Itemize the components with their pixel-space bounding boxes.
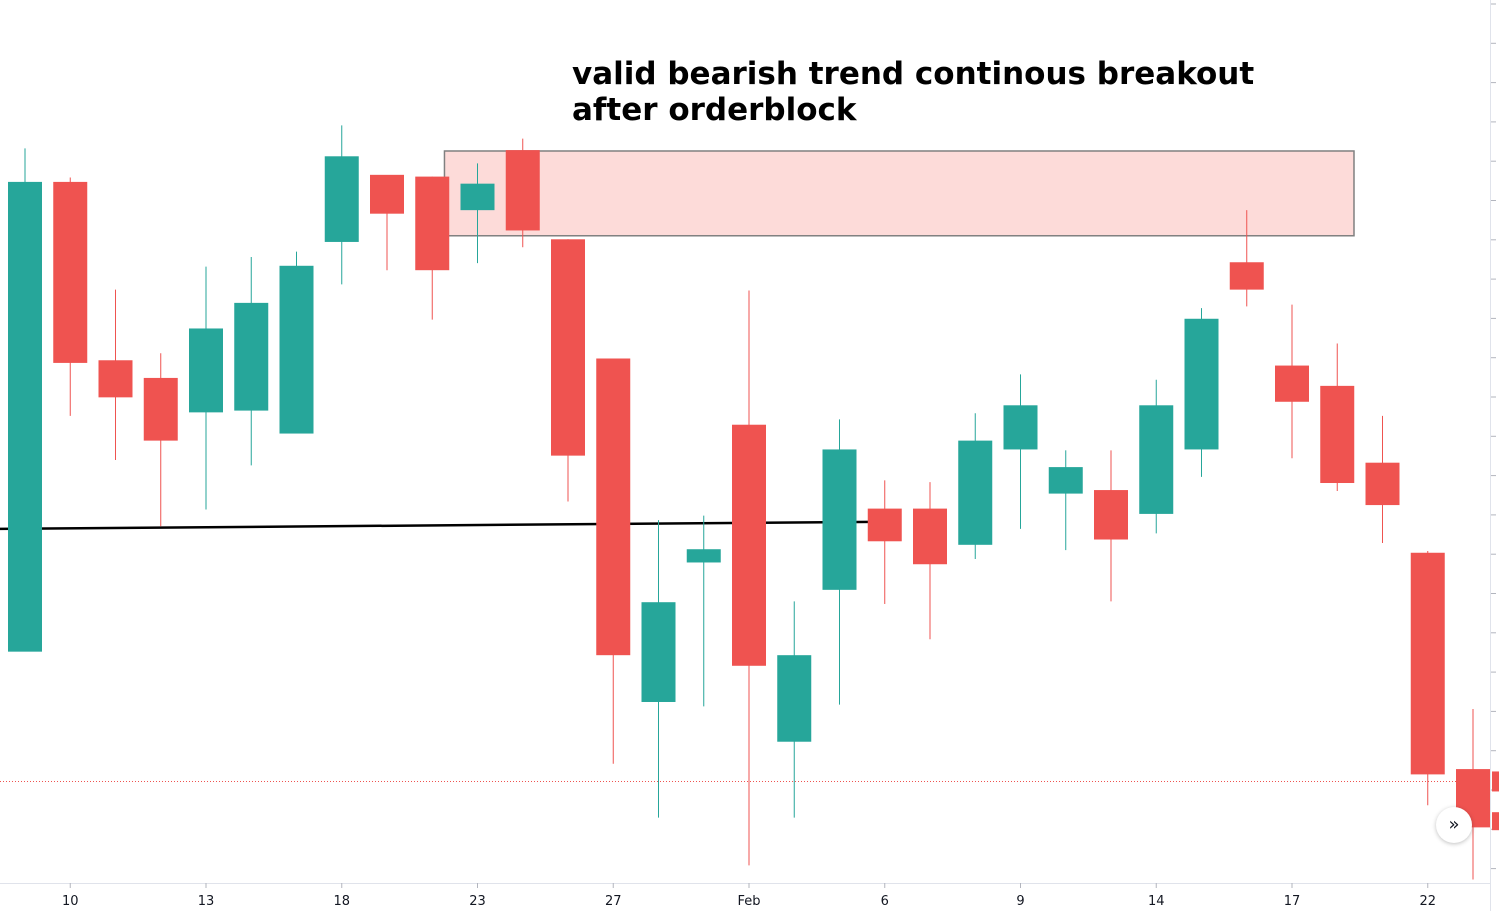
candle [777, 601, 811, 817]
candle [1320, 343, 1354, 490]
x-tick-label: 23 [469, 894, 486, 909]
candle [280, 252, 314, 434]
candle [551, 239, 585, 501]
candle-body [958, 441, 992, 545]
candle-body [868, 509, 902, 542]
candle-body [732, 425, 766, 666]
double-chevron-right-icon: » [1448, 816, 1459, 834]
candle [1049, 450, 1083, 550]
time-axis: 10 13 18 23 27 Feb 6 9 14 17 22 [0, 883, 1490, 909]
candle [596, 358, 630, 763]
orderblock-zone [444, 151, 1354, 236]
price-label-stub [1492, 771, 1499, 791]
candle [1456, 709, 1490, 879]
annotation-line-1: valid bearish trend continous breakout [572, 57, 1254, 92]
annotation-line-2: after orderblock [572, 93, 857, 128]
candle-body [1411, 553, 1445, 775]
candle-body [234, 303, 268, 411]
candle [1275, 305, 1309, 459]
candle-body [551, 239, 585, 455]
candle-body [415, 177, 449, 271]
candle-body [823, 449, 857, 589]
candle-body [280, 266, 314, 434]
candle-body [687, 549, 721, 562]
candle-body [913, 509, 947, 565]
candle-body [777, 655, 811, 742]
candle [687, 516, 721, 707]
candle [325, 125, 359, 284]
candle [415, 177, 449, 320]
x-tick-label: 22 [1419, 894, 1436, 909]
candle [823, 419, 857, 704]
candle-body [1139, 405, 1173, 514]
candle [189, 267, 223, 510]
candle [1094, 450, 1128, 601]
candle-body [642, 602, 676, 702]
orderblock-zone-layer [444, 151, 1354, 236]
candle-body [1185, 319, 1219, 450]
candle-body [1049, 467, 1083, 493]
candle-body [1320, 386, 1354, 483]
x-tick-label: 18 [333, 894, 350, 909]
price-label-stub [1492, 812, 1499, 830]
x-tick-label: 17 [1284, 894, 1301, 909]
candle-body [99, 360, 133, 397]
candle-body [1094, 490, 1128, 539]
x-tick-label: 14 [1148, 894, 1165, 909]
candle-body [1275, 366, 1309, 402]
candle [1411, 551, 1445, 805]
candle-body [189, 328, 223, 412]
candle [234, 257, 268, 465]
x-tick-label: 10 [62, 894, 79, 909]
scroll-to-realtime-button[interactable]: » [1436, 807, 1472, 843]
candle [144, 353, 178, 526]
candle-body [144, 378, 178, 441]
candle-body [461, 184, 495, 210]
candle-body [370, 175, 404, 214]
price-scale [1491, 0, 1499, 911]
candle-body [1230, 262, 1264, 289]
candle [732, 291, 766, 866]
candle [868, 480, 902, 604]
candle [642, 520, 676, 818]
candle-body [53, 182, 87, 363]
x-tick-label: 6 [881, 894, 889, 909]
x-tick-label: 9 [1016, 894, 1024, 909]
candles-layer [8, 125, 1490, 879]
x-tick-label: 27 [605, 894, 622, 909]
candle [1366, 416, 1400, 543]
candle [1004, 374, 1038, 529]
candle [99, 290, 133, 460]
candle-body [1004, 405, 1038, 449]
candle [370, 175, 404, 270]
candle [958, 413, 992, 559]
candle-body [8, 182, 42, 652]
candle-body [506, 150, 540, 230]
candle-body [596, 358, 630, 655]
x-tick-label: 13 [198, 894, 215, 909]
x-tick-label: Feb [737, 894, 760, 909]
candle [1185, 308, 1219, 477]
candle [8, 148, 42, 651]
candle [53, 177, 87, 415]
candle [913, 482, 947, 639]
candle-body [325, 156, 359, 242]
candle [1139, 380, 1173, 534]
candle-body [1366, 463, 1400, 505]
